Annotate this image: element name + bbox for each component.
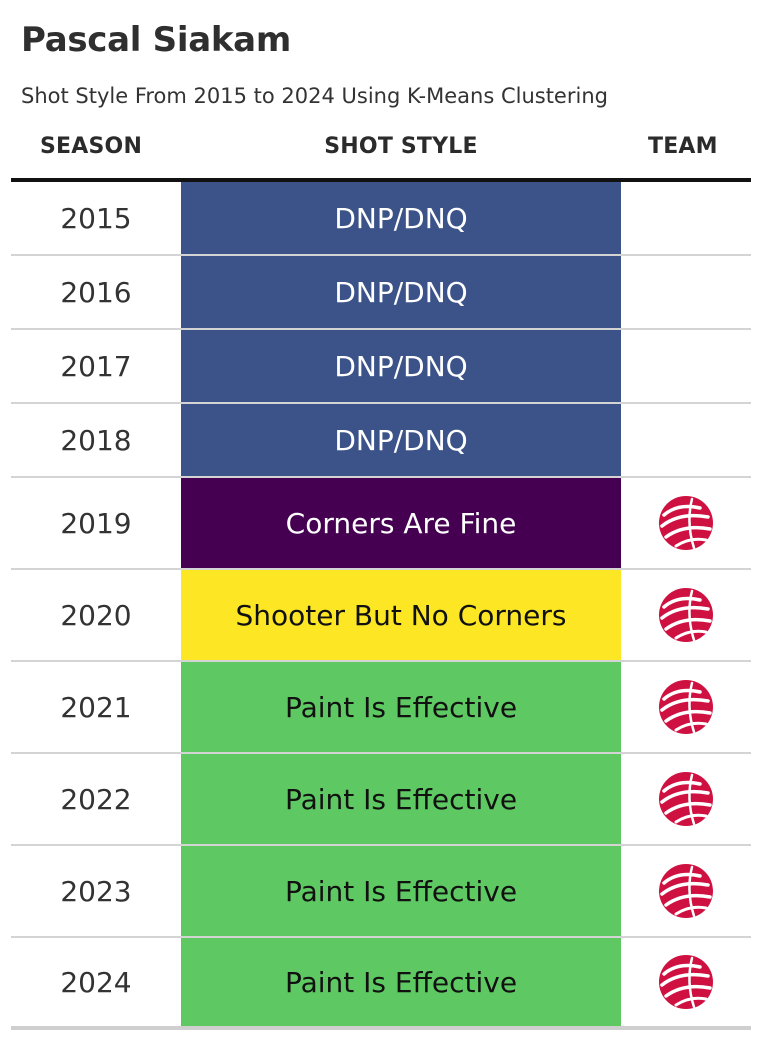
table-row: 2018 DNP/DNQ	[11, 404, 751, 478]
shot-style-cell: DNP/DNQ	[181, 182, 621, 254]
table-row: 2022 Paint Is Effective	[11, 754, 751, 846]
team-cell	[621, 478, 751, 568]
team-cell	[621, 754, 751, 844]
season-cell: 2019	[60, 506, 132, 540]
season-cell: 2023	[60, 874, 132, 908]
season-cell: 2018	[60, 423, 132, 457]
team-cell	[621, 846, 751, 936]
raptors-logo-icon	[659, 772, 713, 826]
raptors-logo-icon	[659, 680, 713, 734]
table-row: 2019 Corners Are Fine	[11, 478, 751, 570]
season-cell: 2015	[60, 201, 132, 235]
column-header-team: TEAM	[648, 134, 718, 159]
shot-style-cell: Paint Is Effective	[181, 938, 621, 1026]
shot-style-cell: Paint Is Effective	[181, 662, 621, 752]
team-cell	[621, 330, 751, 402]
season-cell: 2017	[60, 349, 132, 383]
raptors-logo-icon	[659, 496, 713, 550]
table-row: 2023 Paint Is Effective	[11, 846, 751, 938]
shot-style-cell: Corners Are Fine	[181, 478, 621, 568]
season-cell: 2020	[60, 598, 132, 632]
chart-subtitle: Shot Style From 2015 to 2024 Using K-Mea…	[21, 84, 608, 108]
chart-title: Pascal Siakam	[21, 20, 291, 60]
header-divider	[11, 178, 751, 182]
season-cell: 2016	[60, 275, 132, 309]
team-cell	[621, 404, 751, 476]
raptors-logo-icon	[659, 588, 713, 642]
team-cell	[621, 182, 751, 254]
table-row: 2021 Paint Is Effective	[11, 662, 751, 754]
shot-style-cell: Paint Is Effective	[181, 846, 621, 936]
table-row: 2016 DNP/DNQ	[11, 256, 751, 330]
shot-style-cell: Shooter But No Corners	[181, 570, 621, 660]
table-row: 2015 DNP/DNQ	[11, 182, 751, 256]
table-row: 2024 Paint Is Effective	[11, 938, 751, 1030]
column-header-season: SEASON	[40, 134, 143, 159]
team-cell	[621, 256, 751, 328]
shot-style-cell: DNP/DNQ	[181, 404, 621, 476]
table-row: 2020 Shooter But No Corners	[11, 570, 751, 662]
shot-style-cell: Paint Is Effective	[181, 754, 621, 844]
season-cell: 2024	[60, 965, 132, 999]
table-body: 2015 DNP/DNQ 2016 DNP/DNQ 2017 DNP/DNQ 2018 DNP…	[11, 182, 751, 1030]
shot-style-cell: DNP/DNQ	[181, 256, 621, 328]
team-cell	[621, 938, 751, 1026]
team-cell	[621, 662, 751, 752]
season-cell: 2021	[60, 690, 132, 724]
table-row: 2017 DNP/DNQ	[11, 330, 751, 404]
season-cell: 2022	[60, 782, 132, 816]
shot-style-cell: DNP/DNQ	[181, 330, 621, 402]
column-header-shot-style: SHOT STYLE	[324, 134, 478, 159]
team-cell	[621, 570, 751, 660]
raptors-logo-icon	[659, 864, 713, 918]
raptors-logo-icon	[659, 955, 713, 1009]
